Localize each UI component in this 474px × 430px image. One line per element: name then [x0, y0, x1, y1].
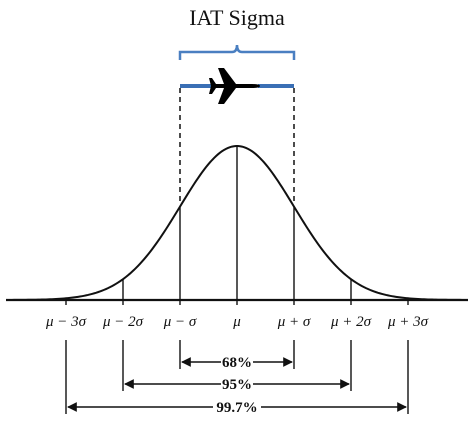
- interval-label-68: 68%: [222, 355, 252, 371]
- interval-guide-lines: [65, 340, 409, 414]
- interval-label-bg-68: [221, 353, 253, 371]
- tick-label-plus-2-sigma: μ + 2σ: [330, 314, 372, 330]
- sigma-bracket: [178, 44, 296, 60]
- axis-tick-labels: μ − 3σ μ − 2σ μ − σ μ μ + σ μ + 2σ μ + 3…: [45, 314, 429, 330]
- sigma-lines: [122, 146, 352, 300]
- tick-label-plus-3-sigma: μ + 3σ: [387, 314, 429, 330]
- interval-arrows: 68% 95% 99.7%: [67, 353, 407, 416]
- airplane-icon: [209, 68, 260, 104]
- tick-label-minus-3-sigma: μ − 3σ: [45, 314, 87, 330]
- interval-label-bg-997: [213, 398, 261, 416]
- tick-label-mean: μ: [232, 314, 241, 330]
- axis-ticks: [65, 300, 409, 305]
- diagram-title: IAT Sigma: [189, 5, 285, 30]
- interval-label-997: 99.7%: [216, 400, 257, 416]
- tick-label-minus-2-sigma: μ − 2σ: [102, 314, 144, 330]
- interval-label-bg-95: [221, 375, 253, 393]
- interval-label-95: 95%: [222, 377, 252, 393]
- tick-label-minus-1-sigma: μ − σ: [163, 314, 197, 330]
- tick-label-plus-1-sigma: μ + σ: [277, 314, 311, 330]
